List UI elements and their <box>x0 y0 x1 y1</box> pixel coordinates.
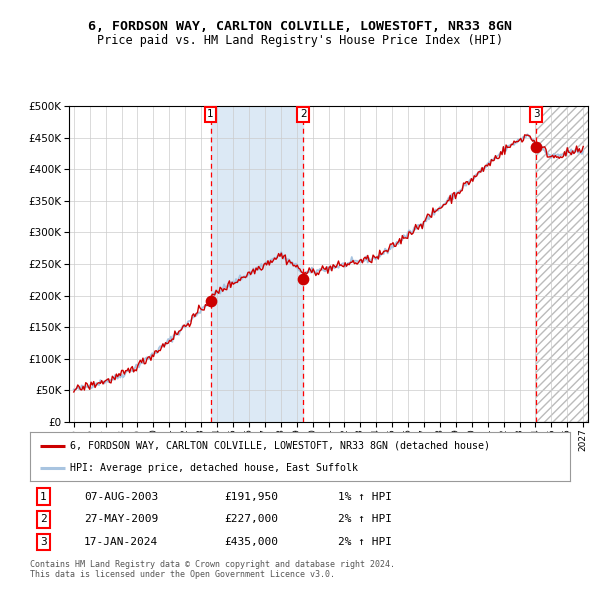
Point <box>298 274 308 283</box>
Text: 3: 3 <box>533 109 539 119</box>
Text: 2% ↑ HPI: 2% ↑ HPI <box>338 537 392 547</box>
Text: 1% ↑ HPI: 1% ↑ HPI <box>338 491 392 502</box>
Text: This data is licensed under the Open Government Licence v3.0.: This data is licensed under the Open Gov… <box>30 570 335 579</box>
Text: 1: 1 <box>40 491 47 502</box>
Text: 2: 2 <box>300 109 307 119</box>
Text: Price paid vs. HM Land Registry's House Price Index (HPI): Price paid vs. HM Land Registry's House … <box>97 34 503 47</box>
Bar <box>211 106 303 422</box>
Text: 27-MAY-2009: 27-MAY-2009 <box>84 514 158 524</box>
Text: 6, FORDSON WAY, CARLTON COLVILLE, LOWESTOFT, NR33 8GN: 6, FORDSON WAY, CARLTON COLVILLE, LOWEST… <box>88 20 512 33</box>
Text: 6, FORDSON WAY, CARLTON COLVILLE, LOWESTOFT, NR33 8GN (detached house): 6, FORDSON WAY, CARLTON COLVILLE, LOWEST… <box>71 441 491 451</box>
Text: Contains HM Land Registry data © Crown copyright and database right 2024.: Contains HM Land Registry data © Crown c… <box>30 559 395 569</box>
Bar <box>536 106 591 422</box>
Point <box>206 296 215 306</box>
Text: HPI: Average price, detached house, East Suffolk: HPI: Average price, detached house, East… <box>71 463 359 473</box>
Text: £191,950: £191,950 <box>224 491 278 502</box>
Text: 17-JAN-2024: 17-JAN-2024 <box>84 537 158 547</box>
Text: £227,000: £227,000 <box>224 514 278 524</box>
Text: 2: 2 <box>40 514 47 524</box>
Text: 2% ↑ HPI: 2% ↑ HPI <box>338 514 392 524</box>
Text: 1: 1 <box>207 109 214 119</box>
Text: £435,000: £435,000 <box>224 537 278 547</box>
Point <box>532 143 541 152</box>
Text: 07-AUG-2003: 07-AUG-2003 <box>84 491 158 502</box>
Text: 3: 3 <box>40 537 47 547</box>
